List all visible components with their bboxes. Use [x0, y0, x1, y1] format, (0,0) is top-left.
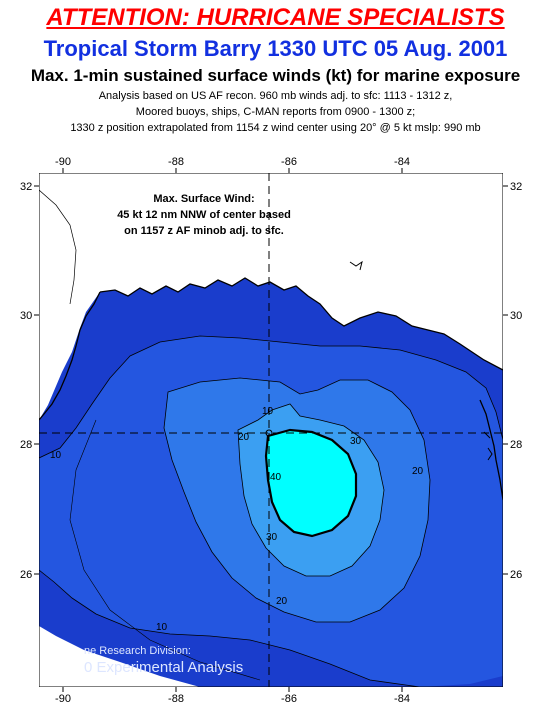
latitude-label-left: 30 [20, 310, 32, 322]
longitude-label-top: -86 [281, 156, 297, 168]
inland-lake [349, 260, 363, 271]
max-wind-annotation-line-3: on 1157 z AF minob adj. to sfc. [124, 225, 284, 237]
latitude-label-right: 28 [510, 439, 522, 451]
latitude-label-left: 32 [20, 181, 32, 193]
attention-banner: ATTENTION: HURRICANE SPECIALISTS [46, 4, 505, 31]
wind-contour-lines [39, 335, 503, 687]
contour-label-10kt: 10 [156, 622, 168, 633]
latitude-label-left: 26 [20, 569, 32, 581]
wind-zone-above-40kt [266, 430, 356, 536]
wind-contour-40kt-bold [264, 428, 358, 538]
contour-label-10kt: 10 [50, 450, 62, 461]
watermark-line-1: ne Research Division: [84, 645, 191, 657]
analysis-note-line-2: Moored buoys, ships, C-MAN reports from … [135, 106, 416, 118]
coastline [39, 277, 503, 501]
max-wind-annotation-line-1: Max. Surface Wind: [153, 193, 254, 205]
contour-label-30kt: 30 [266, 532, 278, 543]
storm-center-crosshair [39, 173, 503, 687]
longitude-label-bottom: -88 [168, 693, 184, 704]
latitude-label-right: 30 [510, 310, 522, 322]
contour-label-20kt: 20 [238, 432, 250, 443]
contour-label-20kt: 20 [412, 466, 424, 477]
latitude-label-right: 26 [510, 569, 522, 581]
longitude-label-top: -90 [55, 156, 71, 168]
analysis-note-line-3: 1330 z position extrapolated from 1154 z… [70, 122, 481, 134]
inland-lake [487, 447, 493, 461]
longitude-label-bottom: -84 [394, 693, 410, 704]
watermark-line-2: 0 Experimental Analysis [84, 659, 243, 676]
storm-center-marker [265, 429, 273, 437]
wind-analysis-map: 10 10 10 20 20 20 30 30 40 Max. Surface … [20, 156, 522, 704]
latitude-label-left: 28 [20, 439, 32, 451]
longitude-label-bottom: -86 [281, 693, 297, 704]
axis-ticks [34, 168, 508, 692]
contour-label-40kt: 40 [270, 472, 282, 483]
contour-label-10kt: 10 [262, 406, 274, 417]
analysis-note-line-1: Analysis based on US AF recon. 960 mb wi… [98, 90, 453, 102]
contour-label-30kt: 30 [350, 436, 362, 447]
longitude-label-top: -84 [394, 156, 410, 168]
page-title: Tropical Storm Barry 1330 UTC 05 Aug. 20… [43, 36, 508, 61]
longitude-label-bottom: -90 [55, 693, 71, 704]
longitude-label-top: -88 [168, 156, 184, 168]
latitude-label-right: 32 [510, 181, 522, 193]
map-subtitle: Max. 1-min sustained surface winds (kt) … [30, 66, 521, 85]
max-wind-annotation-line-2: 45 kt 12 nm NNW of center based [117, 209, 291, 221]
contour-label-20kt: 20 [276, 596, 288, 607]
boundary-line [39, 189, 77, 305]
